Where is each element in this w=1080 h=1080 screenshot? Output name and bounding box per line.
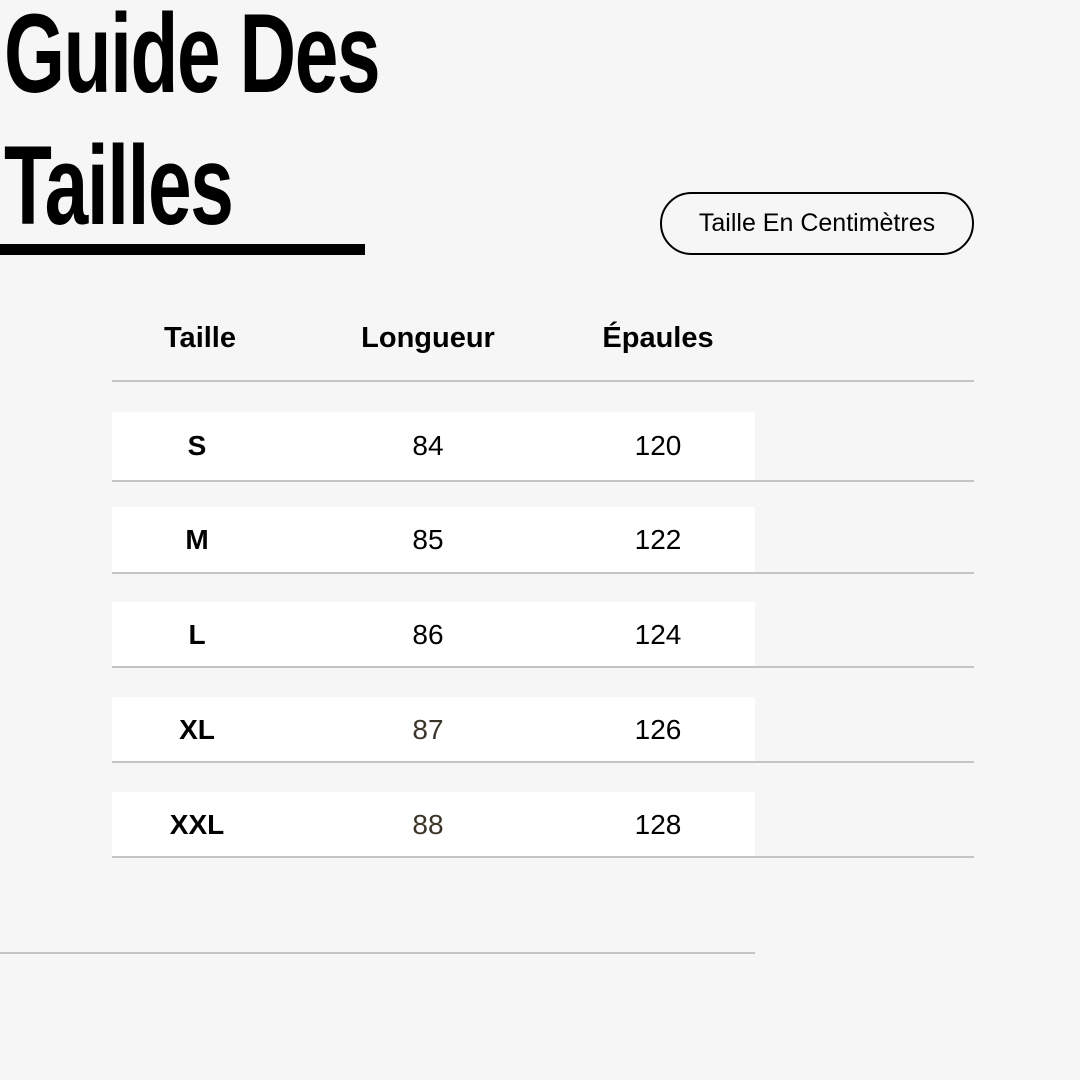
header-taille: Taille — [164, 322, 236, 354]
cell-taille: M — [185, 523, 209, 555]
page-title-line1: Guide Des — [4, 0, 381, 116]
cell-epaules: 122 — [634, 523, 682, 555]
header-epaules: Épaules — [602, 322, 714, 354]
header-longueur: Longueur — [361, 322, 495, 354]
cell-epaules: 124 — [634, 618, 682, 650]
table-row: XXL 88 128 — [112, 792, 755, 857]
cell-taille: L — [188, 618, 206, 650]
row-divider — [112, 572, 974, 574]
cell-longueur: 88 — [412, 808, 444, 840]
cell-longueur: 87 — [412, 713, 444, 745]
table-row: M 85 122 — [112, 507, 755, 572]
cell-taille: XL — [179, 713, 215, 745]
cell-taille: XXL — [169, 808, 225, 840]
title-underline — [0, 244, 365, 255]
row-divider — [112, 856, 974, 858]
page-title-line2: Tailles — [4, 123, 234, 248]
cell-longueur: 86 — [412, 618, 444, 650]
unit-badge: Taille En Centimètres — [660, 192, 974, 255]
table-row: XL 87 126 — [112, 697, 755, 762]
row-divider — [112, 666, 974, 668]
cell-taille: S — [187, 430, 207, 461]
table-row: S 84 120 — [112, 412, 755, 480]
row-divider — [112, 480, 974, 482]
header-divider — [112, 380, 974, 382]
table-row: L 86 124 — [112, 602, 755, 667]
row-divider — [112, 761, 974, 763]
cell-longueur: 85 — [412, 523, 444, 555]
cell-longueur: 84 — [412, 430, 444, 461]
bottom-divider — [0, 952, 755, 954]
cell-epaules: 126 — [634, 713, 682, 745]
cell-epaules: 128 — [634, 808, 682, 840]
cell-epaules: 120 — [634, 430, 682, 461]
